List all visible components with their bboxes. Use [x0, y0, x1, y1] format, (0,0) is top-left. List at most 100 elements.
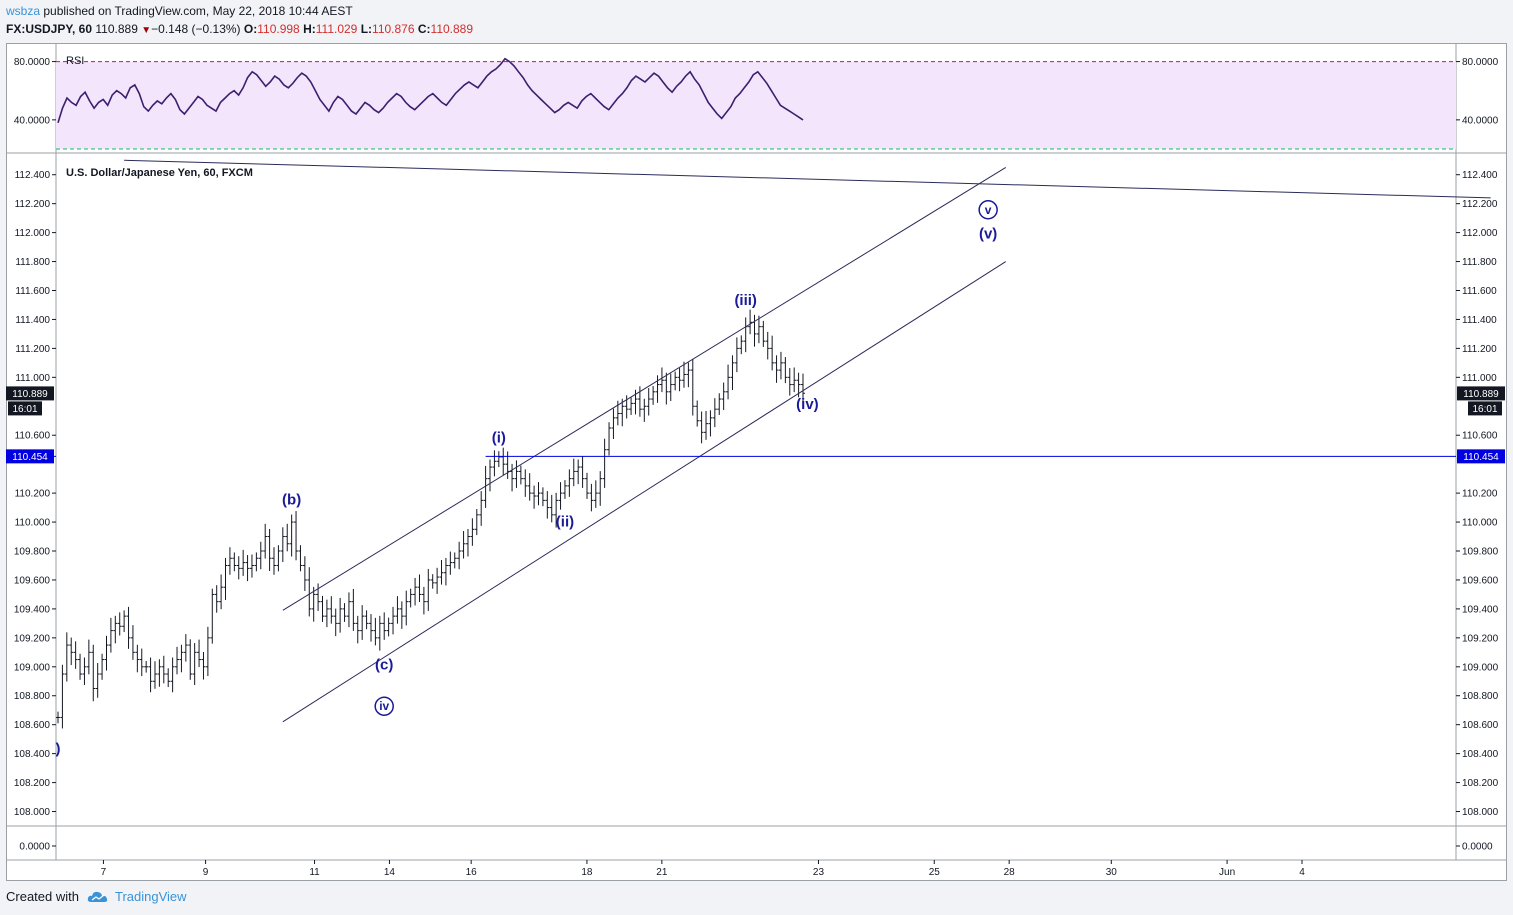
- tradingview-link[interactable]: TradingView: [87, 889, 187, 904]
- price-bar: [668, 373, 673, 402]
- left-hline-price-label: 110.454: [12, 452, 48, 463]
- author-link[interactable]: wsbza: [6, 4, 41, 18]
- price-bar: [272, 547, 277, 575]
- left-countdown-label-bg: [8, 401, 42, 416]
- price-bar: [611, 408, 616, 439]
- price-bar: [95, 663, 100, 698]
- price-bar: [651, 386, 656, 405]
- wave-label: (v): [979, 225, 997, 242]
- chart-frame: [6, 43, 1507, 881]
- price-bar: [681, 361, 686, 388]
- price-bar: [73, 641, 78, 669]
- price-bar: [426, 568, 431, 611]
- price-right-tick-label: 108.200: [1462, 778, 1499, 789]
- left-hline-price-label-bg: [6, 449, 54, 464]
- wave-circle-marker: [978, 200, 998, 220]
- price-bar: [659, 367, 664, 393]
- price-bar: [135, 644, 140, 673]
- price-bar: [324, 599, 329, 628]
- channel-lower-line[interactable]: [282, 261, 1007, 723]
- price-bar: [721, 382, 726, 411]
- price-bar: [117, 612, 122, 636]
- price-bar: [382, 612, 387, 640]
- price-bar: [792, 367, 797, 393]
- price-bar: [130, 625, 135, 660]
- price-bar: [364, 610, 369, 630]
- price-bar: [377, 615, 382, 651]
- price-right-tick-label: 109.000: [1462, 662, 1499, 673]
- price-bar: [756, 315, 761, 344]
- low-label: L:: [360, 22, 373, 36]
- price-bar: [686, 362, 691, 388]
- price-bar: [82, 657, 87, 686]
- price-bar: [673, 371, 678, 391]
- open-value: 110.998: [257, 22, 300, 36]
- price-bar: [620, 398, 625, 427]
- price-bar: [699, 411, 704, 444]
- price-right-tick-label: 109.400: [1462, 604, 1499, 615]
- price-bar: [770, 335, 775, 371]
- symbol-legend: FX:USDJPY, 60 110.889 ▼−0.148 (−0.13%) O…: [6, 22, 473, 36]
- price-bar: [435, 567, 440, 594]
- price-bar: [496, 451, 501, 468]
- price-bar: [307, 567, 312, 617]
- price-bar: [108, 617, 113, 653]
- rsi-series-line: [57, 57, 804, 124]
- price-bar: [580, 456, 585, 488]
- price-bar: [280, 527, 285, 563]
- price-bar: [743, 317, 748, 353]
- price-left-tick-label: 111.000: [15, 373, 50, 384]
- price-right-tick-label: 112.000: [1462, 228, 1498, 239]
- price-bar: [60, 664, 65, 729]
- main-chart-title: U.S. Dollar/Japanese Yen, 60, FXCM: [66, 167, 253, 179]
- price-bar: [227, 547, 232, 575]
- price-left-tick-label: 112.400: [15, 170, 51, 181]
- price-bar: [391, 606, 396, 635]
- time-tick-label: 4: [1299, 867, 1305, 878]
- price-bar: [452, 552, 457, 569]
- low-value: 110.876: [372, 22, 415, 36]
- price-bar: [536, 482, 541, 506]
- price-bar: [205, 626, 210, 677]
- price-left-tick-label: 108.800: [14, 691, 51, 702]
- price-bar: [488, 459, 493, 492]
- price-bar: [342, 603, 347, 622]
- price-bar: [510, 463, 515, 492]
- price-bar: [712, 398, 717, 428]
- price-bar: [395, 596, 400, 624]
- price-bar: [219, 574, 224, 610]
- rsi-band-fill: [56, 61, 1456, 149]
- price-right-tick-label: 111.000: [1462, 373, 1497, 384]
- price-bar: [748, 309, 753, 335]
- channel-upper-line[interactable]: [282, 167, 1007, 611]
- price-left-tick-label: 112.200: [15, 199, 51, 210]
- footer: Created with TradingView: [6, 889, 187, 904]
- price-bar: [726, 364, 731, 400]
- price-bar: [787, 368, 792, 396]
- wave-label: ): [56, 741, 61, 758]
- price-bar: [338, 597, 343, 633]
- price-right-tick-label: 108.600: [1462, 720, 1499, 731]
- price-right-tick-label: 109.200: [1462, 633, 1499, 644]
- price-bar: [386, 617, 391, 637]
- wave-label: (ii): [556, 513, 574, 530]
- price-bar: [139, 648, 144, 677]
- price-bar: [540, 487, 545, 507]
- price-left-tick-label: 108.200: [14, 778, 51, 789]
- price-left-tick-label: 109.000: [14, 662, 51, 673]
- symbol-label[interactable]: FX:USDJPY, 60: [6, 22, 93, 36]
- long-trend-line[interactable]: [124, 159, 1491, 199]
- price-right-tick-label: 110.200: [1462, 489, 1498, 500]
- price-right-tick-label: 108.800: [1462, 691, 1499, 702]
- open-label: O:: [243, 22, 258, 36]
- price-bar: [448, 551, 453, 575]
- price-bar: [166, 668, 171, 688]
- price-left-tick-label: 109.400: [14, 604, 51, 615]
- price-bar: [346, 592, 351, 628]
- price-bar: [78, 653, 83, 680]
- tradingview-brand: TradingView: [114, 889, 187, 904]
- price-bar: [201, 652, 206, 680]
- price-right-tick-label: 111.200: [1462, 344, 1497, 355]
- price-bar: [192, 643, 197, 686]
